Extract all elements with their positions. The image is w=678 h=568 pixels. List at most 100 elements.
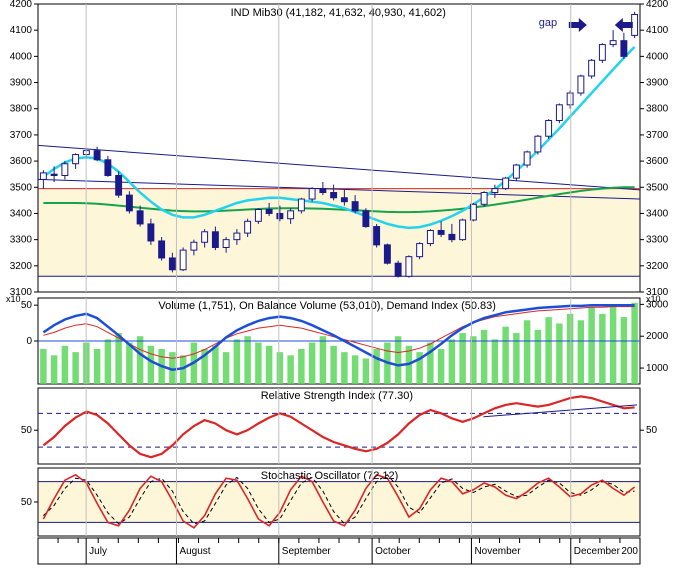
candle-body [266,210,272,214]
volume-bar [234,339,240,384]
arrow-right-icon [569,18,587,32]
candle-body [320,189,326,193]
y-tick-right: 4200 [646,0,669,10]
candle-body [180,250,186,270]
candle-body [245,221,251,233]
month-label: December [574,546,621,557]
candle-body [449,234,455,239]
candle-body [298,199,304,211]
month-label: November [474,546,521,557]
volume-bar [395,336,401,384]
y-tick-left: 3700 [10,130,33,141]
volume-bar [535,330,541,384]
candle-body [62,164,68,176]
y-tick-left: 3900 [10,78,33,89]
y-tick-right: 3400 [646,208,669,219]
candle-body [73,155,79,164]
stoch-title: Stochastic Oscillator (72.12) [261,470,399,482]
candle-body [567,93,573,105]
candle-body [610,41,616,45]
volume-bar [255,343,261,384]
candle-body [159,241,165,258]
chart-svg: 3100310032003200330033003400340035003500… [0,0,678,568]
vol-left-tick: 0 [26,336,32,347]
y-tick-left: 4000 [10,51,33,62]
vol-right-tick: 2000 [646,331,669,342]
y-tick-right: 3200 [646,261,669,272]
volume-bar [481,330,487,384]
y-tick-left: 3200 [10,261,33,272]
candle-body [427,230,433,243]
candle-body [556,105,562,121]
candle-body [169,258,175,270]
month-label: July [89,546,107,557]
candle-body [331,193,337,198]
vol-right-tick: 3000 [646,299,669,310]
volume-bar [137,336,143,384]
candle-body [212,232,218,248]
end-label: 200 [621,546,638,557]
volume-bar [492,339,498,384]
candle-body [524,152,530,165]
candle-body [352,202,358,211]
candle-body [621,41,627,57]
candle-body [40,173,46,180]
candle-body [578,76,584,93]
rsi-line [43,396,634,457]
y-tick-left: 4200 [10,0,33,10]
y-tick-left: 3400 [10,208,33,219]
y-tick-right: 3900 [646,78,669,89]
rsi-tick: 50 [21,425,33,436]
volume-bar [94,349,100,384]
y-tick-right: 4000 [646,51,669,62]
gap-label: gap [539,17,557,29]
volume-bar [266,346,272,384]
volume-bar [438,349,444,384]
vol-left-tick: 50 [21,300,33,311]
trend-top [38,145,640,190]
volume-bar [320,336,326,384]
y-tick-left: 3600 [10,156,33,167]
volume-bar [277,352,283,384]
volume-bar [567,314,573,384]
candle-body [481,193,487,205]
candle-body [417,244,423,257]
volume-bar [223,352,229,384]
volume-bar [287,355,293,384]
candle-body [513,165,519,178]
volume-bar [556,323,562,384]
y-tick-right: 3600 [646,156,669,167]
y-tick-right: 3300 [646,235,669,246]
candle-body [309,189,315,199]
y-tick-right: 4100 [646,25,669,36]
volume-bar [330,346,336,384]
volume-bar [578,320,584,384]
volume-bar [212,346,218,384]
volume-bar [126,343,132,384]
volume-bar [449,339,455,384]
y-tick-left: 3300 [10,235,33,246]
volume-bar [105,339,111,384]
volume-bar [341,352,347,384]
volume-bar [545,317,551,384]
candle-body [105,160,111,176]
stoch-fill [38,482,640,523]
candle-body [460,220,466,240]
candle-body [288,211,294,219]
rsi-tick: 50 [646,425,658,436]
candle-body [589,60,595,76]
volume-bar [352,355,358,384]
candle-body [438,230,444,234]
candle-body [234,233,240,240]
y-tick-right: 3800 [646,104,669,115]
stoch-tick: 50 [21,497,33,508]
volume-bar [244,336,250,384]
y-tick-right: 3700 [646,130,669,141]
candle-body [148,224,154,241]
volume-bar [621,317,627,384]
price-title: IND Mib30 (41,182, 41,632, 40,930, 41,60… [231,7,446,19]
candle-body [341,198,347,202]
volume-bar [524,320,530,384]
candle-body [535,136,541,152]
candle-body [599,45,605,61]
